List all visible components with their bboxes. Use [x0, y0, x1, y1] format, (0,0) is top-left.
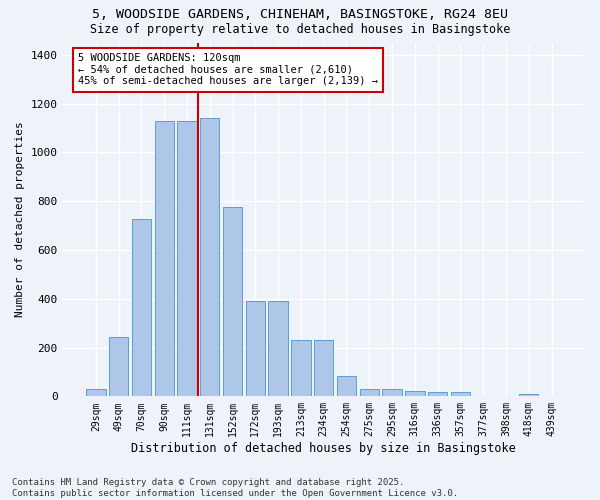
Text: 5, WOODSIDE GARDENS, CHINEHAM, BASINGSTOKE, RG24 8EU: 5, WOODSIDE GARDENS, CHINEHAM, BASINGSTO…: [92, 8, 508, 20]
Bar: [109, 336, 128, 396]
Bar: [519, 394, 538, 396]
Bar: [428, 392, 448, 396]
Text: Contains HM Land Registry data © Crown copyright and database right 2025.
Contai: Contains HM Land Registry data © Crown c…: [12, 478, 458, 498]
Bar: [382, 389, 402, 396]
Bar: [178, 120, 197, 396]
Text: Size of property relative to detached houses in Basingstoke: Size of property relative to detached ho…: [90, 22, 510, 36]
Bar: [314, 340, 334, 396]
Bar: [200, 118, 220, 396]
Bar: [291, 340, 311, 396]
Bar: [359, 389, 379, 396]
Y-axis label: Number of detached properties: Number of detached properties: [15, 122, 25, 318]
X-axis label: Distribution of detached houses by size in Basingstoke: Distribution of detached houses by size …: [131, 442, 516, 455]
Bar: [223, 207, 242, 396]
Bar: [451, 392, 470, 396]
Bar: [86, 389, 106, 396]
Bar: [268, 301, 288, 396]
Bar: [405, 391, 425, 396]
Bar: [245, 301, 265, 396]
Bar: [155, 120, 174, 396]
Bar: [337, 376, 356, 396]
Bar: [132, 220, 151, 396]
Text: 5 WOODSIDE GARDENS: 120sqm
← 54% of detached houses are smaller (2,610)
45% of s: 5 WOODSIDE GARDENS: 120sqm ← 54% of deta…: [78, 53, 378, 86]
